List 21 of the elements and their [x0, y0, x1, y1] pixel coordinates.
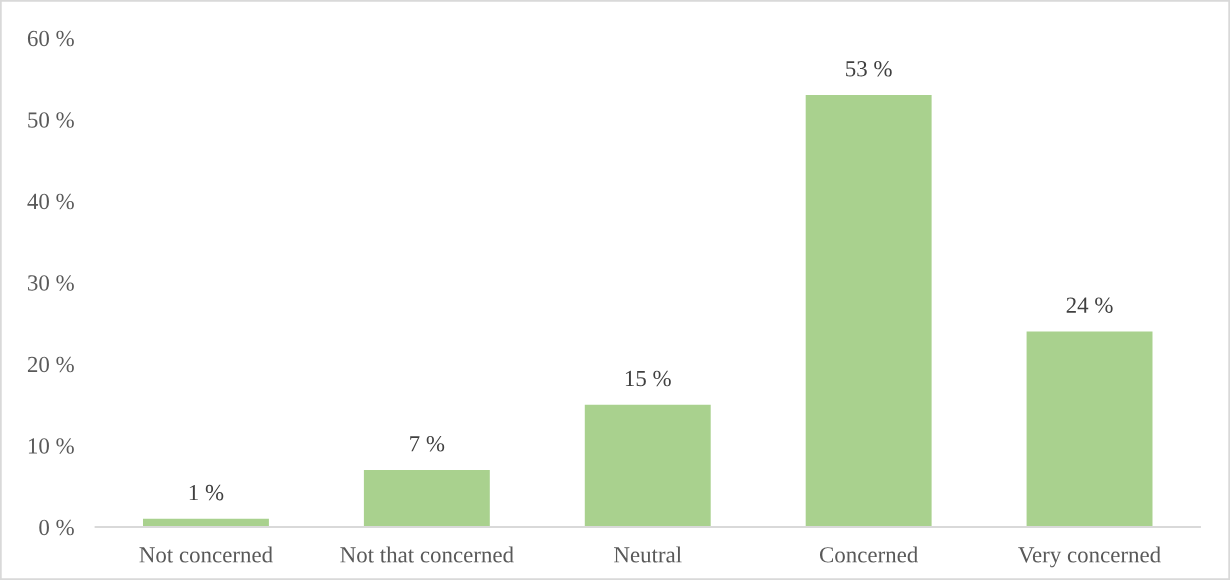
y-tick-label: 10 % — [28, 438, 74, 454]
data-label: 1 % — [189, 484, 224, 501]
bar — [363, 469, 490, 527]
data-label: 24 % — [1066, 297, 1113, 313]
y-tick-label: 30 % — [28, 275, 74, 291]
bar — [584, 404, 711, 527]
data-label: 7 % — [410, 435, 445, 452]
x-tick-label: Neutral — [614, 546, 682, 563]
bar — [805, 95, 932, 527]
x-tick-label: Not concerned — [139, 546, 273, 563]
x-tick-label: Concerned — [819, 546, 918, 563]
bar — [1026, 331, 1153, 527]
x-tick-label: Very concerned — [1018, 546, 1161, 568]
y-tick-label: 60 % — [27, 30, 74, 47]
y-tick-label: 0 % — [39, 519, 74, 536]
y-tick-label: 50 % — [28, 112, 74, 128]
data-label: 15 % — [625, 370, 671, 387]
y-tick-label: 40 % — [27, 193, 74, 210]
data-label: 53 % — [846, 61, 892, 77]
y-tick-label: 20 % — [27, 356, 74, 373]
x-tick-label: Not that concerned — [340, 546, 514, 563]
